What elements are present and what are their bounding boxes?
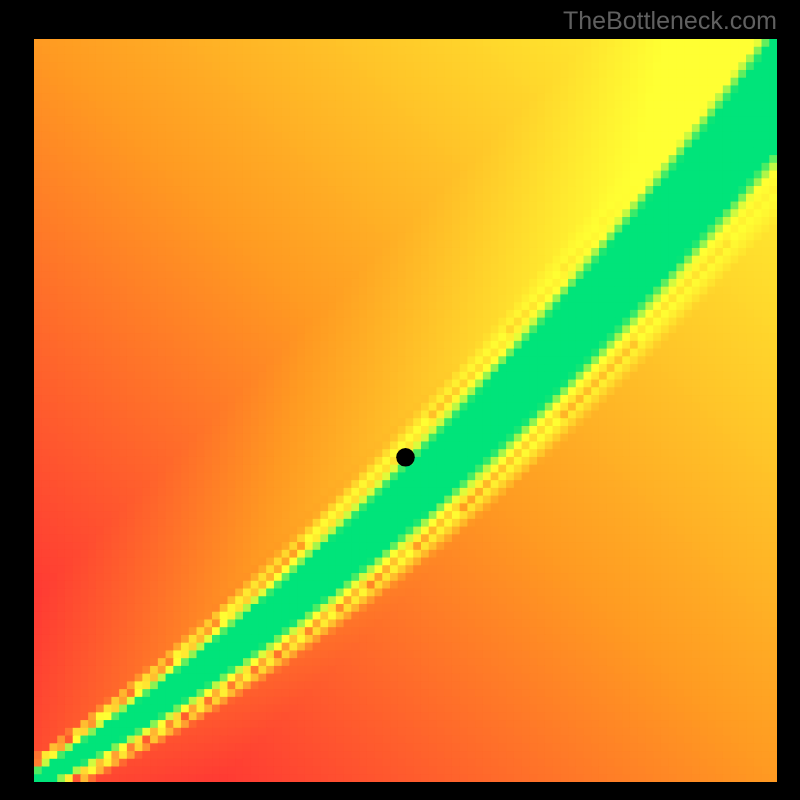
chart-container: { "canvas": { "width": 800, "height": 80…	[0, 0, 800, 800]
watermark-text: TheBottleneck.com	[563, 7, 777, 36]
bottleneck-heatmap	[34, 39, 777, 782]
